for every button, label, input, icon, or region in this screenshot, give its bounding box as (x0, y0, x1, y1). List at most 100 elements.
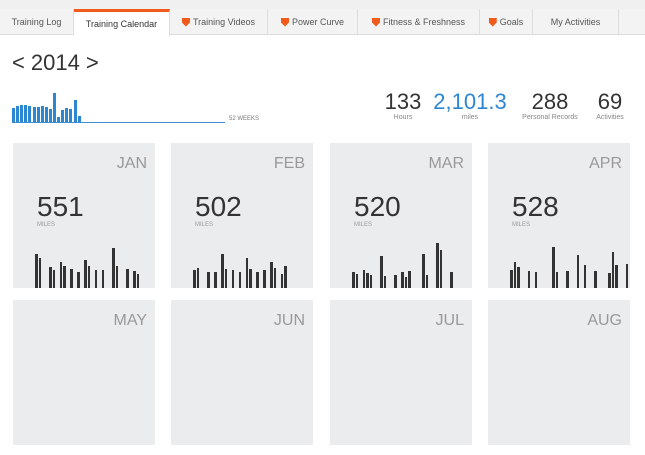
week-bar (28, 106, 32, 122)
next-year-button[interactable]: > (85, 50, 99, 75)
day-bar (126, 269, 129, 288)
week-bar (32, 107, 36, 122)
day-bar (115, 266, 118, 288)
day-bar (112, 248, 115, 288)
stat-label: Personal Records (522, 114, 578, 121)
day-bar (59, 262, 62, 288)
day-bar (270, 262, 273, 288)
day-bar (408, 271, 411, 288)
day-bar (366, 273, 369, 288)
day-bar (439, 250, 442, 288)
day-bar (422, 254, 425, 288)
top-band (0, 0, 645, 9)
day-bar (280, 274, 283, 288)
week-bar (12, 108, 15, 122)
day-bar (94, 270, 97, 288)
month-name: JUN (273, 312, 305, 329)
stat-label: miles (461, 114, 479, 121)
month-name: JUL (435, 312, 464, 329)
day-bar (517, 267, 520, 288)
day-bar (101, 270, 104, 288)
daily-bars (193, 243, 308, 288)
day-bar (196, 268, 199, 288)
week-bar (65, 108, 69, 122)
tab-power-curve[interactable]: Power Curve (268, 9, 358, 35)
premium-shield-icon (488, 17, 497, 27)
day-bar (583, 265, 586, 288)
tab-label: Training Calendar (85, 19, 158, 29)
month-card-aug[interactable]: AUG (488, 300, 630, 445)
day-bar (87, 266, 90, 288)
day-bar (273, 268, 276, 288)
tab-label: Fitness & Freshness (382, 17, 466, 27)
tab-label: My Activities (550, 17, 601, 27)
day-bar (566, 271, 569, 288)
day-bar (425, 275, 428, 288)
tab-my-activities[interactable]: My Activities (533, 9, 619, 35)
week-bar (77, 116, 81, 122)
month-name: FEB (273, 155, 305, 172)
tab-training-calendar[interactable]: Training Calendar (74, 9, 170, 36)
day-bar (70, 269, 73, 288)
month-card-may[interactable]: MAY (13, 300, 155, 445)
day-bar (256, 272, 259, 288)
week-bar (57, 117, 61, 122)
month-card-apr[interactable]: APR 528 MILES (488, 143, 630, 288)
week-bar (24, 105, 28, 122)
day-bar (77, 272, 80, 288)
stat-hours: 133 Hours (380, 89, 426, 122)
month-card-jan[interactable]: JAN 551 MILES (13, 143, 155, 288)
premium-shield-icon (280, 17, 289, 27)
month-miles: 520 (354, 191, 401, 222)
day-bar (594, 271, 597, 288)
day-bar (133, 271, 136, 288)
tab-training-videos[interactable]: Training Videos (170, 9, 268, 35)
day-bar (615, 265, 618, 288)
week-bar (44, 107, 48, 122)
day-bar (369, 275, 372, 288)
year-label: 2014 (30, 50, 80, 75)
day-bar (221, 254, 224, 288)
month-card-feb[interactable]: FEB 502 MILES (171, 143, 313, 288)
day-bar (193, 270, 196, 288)
week-bar (53, 93, 56, 122)
day-bar (49, 267, 52, 288)
daily-bars (510, 243, 628, 288)
day-bar (608, 273, 611, 288)
daily-bars (352, 243, 467, 288)
tab-goals[interactable]: Goals (480, 9, 533, 35)
tab-fitness-freshness[interactable]: Fitness & Freshness (358, 9, 480, 35)
miles-unit: MILES (354, 222, 373, 228)
premium-shield-icon (181, 17, 190, 27)
day-bar (284, 266, 287, 288)
week-bar (61, 110, 65, 122)
day-bar (84, 260, 87, 288)
month-name: MAY (113, 312, 147, 329)
tab-label: Goals (499, 17, 524, 27)
premium-shield-icon (371, 17, 380, 27)
day-bar (513, 262, 516, 288)
day-bar (401, 272, 404, 288)
stat-miles: 2,101.3 miles (430, 90, 510, 122)
month-miles: 528 (512, 191, 559, 222)
month-card-mar[interactable]: MAR 520 MILES (330, 143, 472, 288)
day-bar (249, 269, 252, 288)
tab-bar: Training Log Training Calendar Training … (0, 9, 645, 36)
stat-value: 133 (384, 89, 422, 114)
tab-training-log[interactable]: Training Log (0, 9, 74, 35)
day-bar (611, 252, 614, 288)
stat-activities: 69 Activities (590, 90, 630, 122)
week-bar (73, 100, 77, 122)
week-bar (48, 109, 52, 122)
month-card-jun[interactable]: JUN (171, 300, 313, 445)
day-bar (555, 272, 558, 288)
week-bar (36, 107, 40, 122)
year-selector: < 2014 > (12, 50, 99, 76)
weekly-mileage-chart (12, 86, 225, 123)
daily-bars (193, 400, 308, 445)
day-bar (404, 277, 407, 288)
day-bar (214, 272, 217, 288)
prev-year-button[interactable]: < (12, 50, 25, 75)
month-card-jul[interactable]: JUL (330, 300, 472, 445)
day-bar (136, 274, 139, 288)
